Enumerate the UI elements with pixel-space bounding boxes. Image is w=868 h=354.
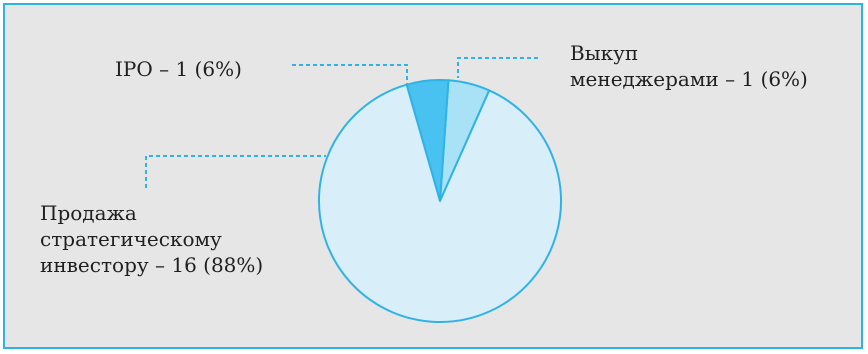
slice-label-ipo-text: IPO – 1 (6%) bbox=[115, 57, 242, 81]
leader-line-buyout bbox=[457, 57, 538, 78]
slice-label-buyout: Выкуп менеджерами – 1 (6%) bbox=[570, 40, 808, 92]
slice-label-sale-line2: стратегическому bbox=[40, 227, 222, 251]
pie-slice-sale bbox=[318, 83, 562, 323]
slice-label-sale-line1: Продажа bbox=[40, 201, 137, 225]
slice-label-sale: Продажа стратегическому инвестору – 16 (… bbox=[40, 200, 263, 278]
slice-label-buyout-line2: менеджерами – 1 (6%) bbox=[570, 67, 808, 91]
leader-line-ipo bbox=[292, 64, 408, 85]
pie-slices bbox=[318, 79, 562, 323]
leader-line-sale bbox=[145, 155, 326, 188]
slice-label-buyout-line1: Выкуп bbox=[570, 41, 639, 65]
slice-label-sale-line3: инвестору – 16 (88%) bbox=[40, 253, 264, 277]
slice-label-ipo: IPO – 1 (6%) bbox=[115, 56, 242, 82]
leader-lines bbox=[145, 57, 538, 188]
